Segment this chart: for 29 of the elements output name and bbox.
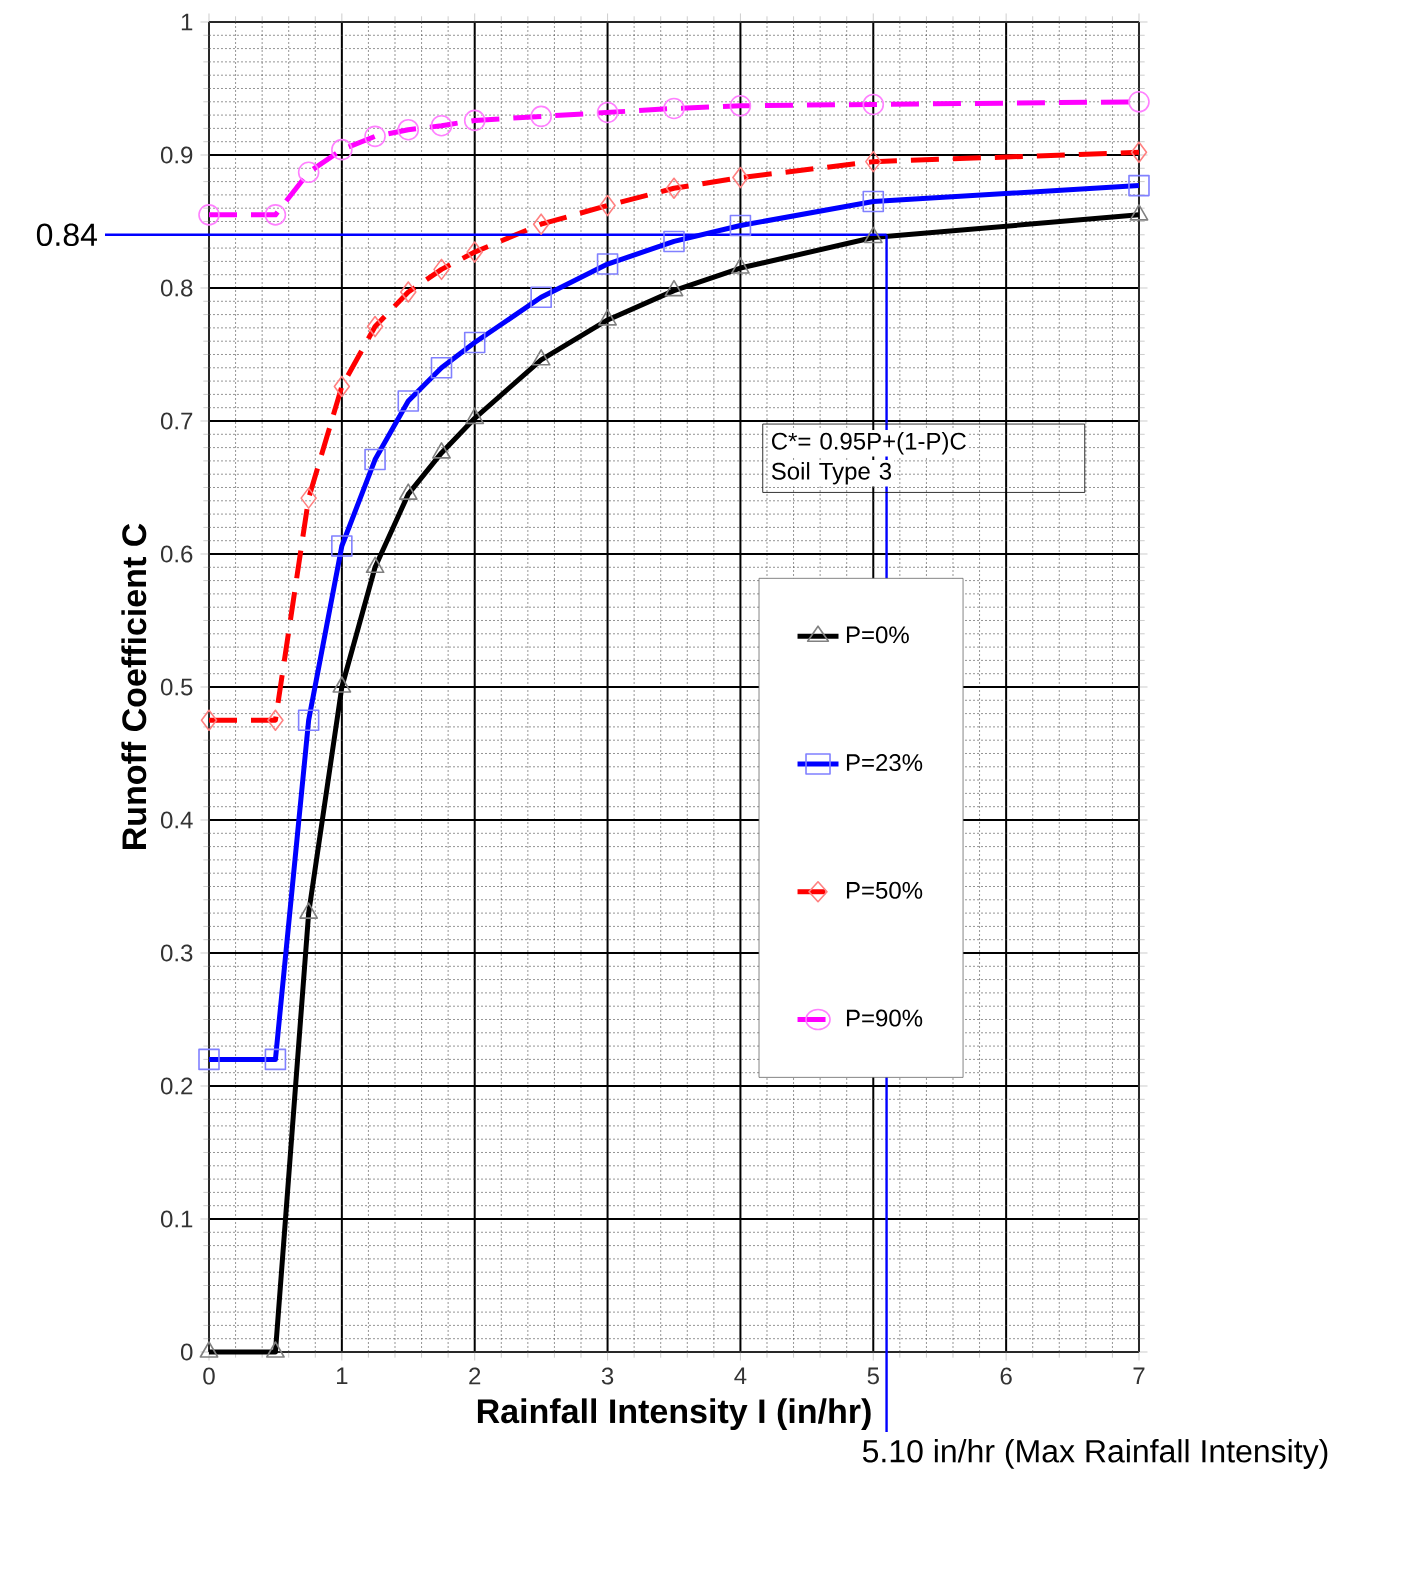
x-tick-label: 7 [1133, 1367, 1145, 1385]
y-axis-title: Runoff Coefficient C [121, 523, 147, 850]
x-tick-label: 6 [1000, 1367, 1012, 1385]
x-axis-title: Rainfall Intensity I (in/hr) [477, 1398, 871, 1431]
y-tick-label: 0.9 [160, 146, 193, 164]
x-tick-label: 4 [734, 1367, 747, 1385]
legend-label: P=50% [846, 881, 923, 899]
legend-label: P=90% [846, 1009, 923, 1027]
y-tick-label: 0.3 [160, 944, 193, 962]
y-tick-label: 0.4 [160, 811, 193, 829]
x-tick-label: 5 [867, 1367, 879, 1385]
legend-label: P=0% [846, 626, 909, 644]
y-tick-label: 0.7 [160, 412, 193, 430]
ref-line-label: 0.84 [36, 223, 97, 247]
x-tick-label: 2 [469, 1367, 481, 1385]
annotation: Soil Type 3 [771, 462, 892, 485]
y-tick-label: 0.1 [160, 1210, 193, 1228]
y-tick-label: 1 [181, 13, 193, 31]
y-tick-label: 0.8 [160, 279, 193, 297]
y-tick-label: 0.6 [160, 545, 193, 563]
x-tick-label: 0 [203, 1367, 215, 1385]
y-tick-label: 0.2 [160, 1077, 193, 1095]
y-tick-label: 0 [180, 1343, 193, 1361]
x-tick-label: 3 [601, 1367, 614, 1385]
legend-label: P=23% [846, 754, 923, 772]
annotation: C*= 0.95P+(1-P)C [771, 432, 966, 455]
x-tick-label: 1 [337, 1367, 348, 1385]
y-tick-label: 0.5 [160, 678, 193, 696]
ref-line-label: 5.10 in/hr (Max Rainfall Intensity) [862, 1439, 1328, 1469]
